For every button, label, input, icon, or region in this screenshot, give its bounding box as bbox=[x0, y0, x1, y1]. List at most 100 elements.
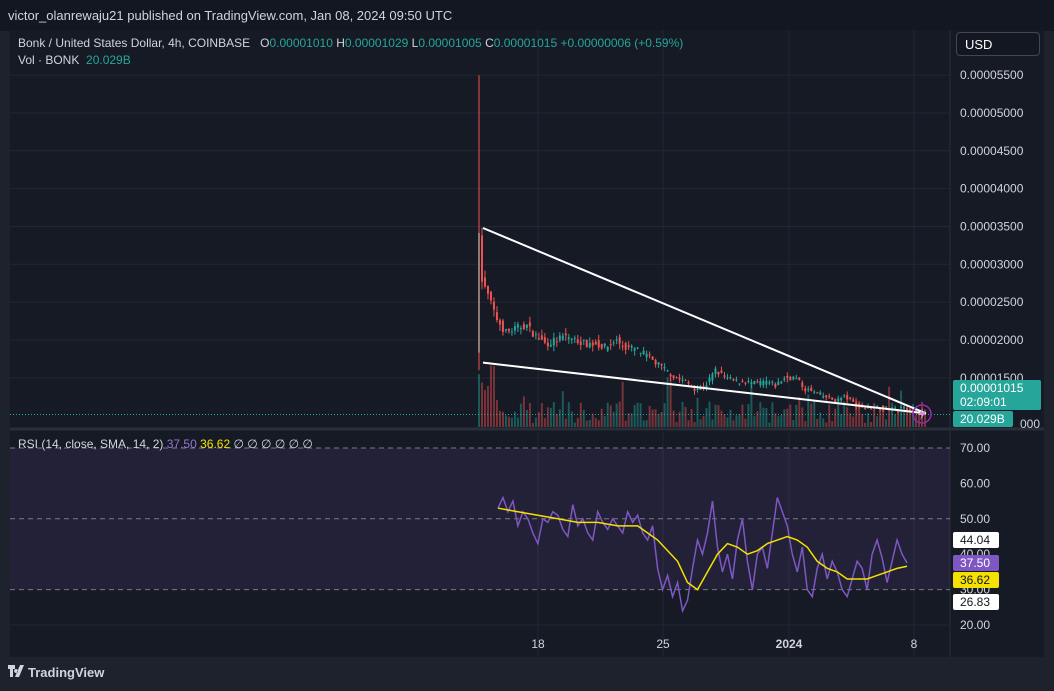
volume-bar bbox=[750, 385, 753, 427]
volume-bar bbox=[525, 409, 528, 427]
volume-bar bbox=[891, 402, 894, 427]
rsi-tick-label: 20.00 bbox=[960, 618, 990, 632]
candle-body bbox=[729, 377, 732, 379]
candle-body bbox=[876, 406, 879, 408]
candle-body bbox=[552, 337, 555, 346]
volume-bar bbox=[642, 420, 645, 427]
volume-bar bbox=[540, 403, 543, 427]
rsi-badge-value: 26.83 bbox=[960, 595, 990, 609]
volume-bar bbox=[753, 416, 756, 427]
volume-bar bbox=[585, 420, 588, 427]
volume-bar bbox=[558, 409, 561, 427]
candle-body bbox=[483, 277, 486, 287]
candle-body bbox=[810, 387, 813, 391]
high-value: 0.00001029 bbox=[344, 36, 409, 50]
candle-body bbox=[603, 343, 606, 347]
volume-bar bbox=[552, 402, 555, 427]
candle-body bbox=[666, 370, 669, 372]
candle-body bbox=[546, 342, 549, 347]
candle-body bbox=[654, 359, 657, 365]
candle-body bbox=[624, 343, 627, 350]
volume-bar bbox=[879, 408, 882, 427]
candle-body bbox=[543, 337, 546, 343]
rsi-tick-label: 70.00 bbox=[960, 441, 990, 455]
price-tick-label: 0.00004000 bbox=[960, 182, 1024, 196]
candle-body bbox=[573, 337, 576, 339]
volume-badge-value: 20.029B bbox=[960, 412, 1005, 426]
symbol-label: Bonk / United States Dollar, 4h, COINBAS… bbox=[18, 36, 251, 50]
candle-body bbox=[738, 383, 741, 385]
candle-body bbox=[777, 381, 780, 386]
header-bar: victor_olanrewaju21 published on Trading… bbox=[0, 0, 1054, 31]
candle-body bbox=[588, 342, 591, 348]
candle-body bbox=[804, 388, 807, 392]
candle-body bbox=[735, 379, 738, 381]
candle-body bbox=[597, 340, 600, 348]
trendline bbox=[482, 361, 927, 415]
candle-body bbox=[681, 379, 684, 381]
volume-bar bbox=[669, 378, 672, 427]
candle-body bbox=[717, 371, 720, 375]
candle-body bbox=[753, 380, 756, 385]
candle-body bbox=[852, 399, 855, 402]
volume-bar bbox=[561, 391, 564, 427]
volume-bar bbox=[747, 403, 750, 427]
candle-body bbox=[762, 380, 765, 386]
candle-body bbox=[837, 398, 840, 402]
volume-bar bbox=[813, 401, 816, 427]
volume-bar bbox=[768, 422, 771, 427]
volume-bar bbox=[657, 414, 660, 427]
candle-body bbox=[765, 380, 768, 385]
volume-bar bbox=[717, 405, 720, 427]
candle-body bbox=[744, 382, 747, 384]
volume-bar bbox=[870, 422, 873, 427]
candle-body bbox=[789, 377, 792, 381]
high-label: H bbox=[336, 36, 345, 50]
volume-bar bbox=[504, 415, 507, 427]
volume-bar bbox=[681, 401, 684, 427]
candle-body bbox=[525, 324, 528, 328]
volume-bar bbox=[849, 413, 852, 427]
rsi-badge bbox=[953, 572, 999, 588]
volume-bar bbox=[621, 381, 624, 427]
volume-bar bbox=[888, 386, 891, 427]
candle-body bbox=[645, 353, 648, 358]
candle-body bbox=[714, 368, 717, 374]
volume-bar bbox=[708, 401, 711, 427]
volume-bar bbox=[777, 416, 780, 427]
price-tick-label: 0.00002000 bbox=[960, 333, 1024, 347]
volume-bar bbox=[537, 412, 540, 427]
candle-body bbox=[621, 346, 624, 348]
candle-body bbox=[894, 407, 897, 409]
volume-bar bbox=[705, 408, 708, 427]
candle-body bbox=[885, 406, 888, 408]
volume-bar bbox=[486, 385, 489, 427]
volume-bar bbox=[816, 418, 819, 427]
volume-bar bbox=[519, 403, 522, 427]
candle-body bbox=[510, 331, 513, 333]
rsi-tick-label: 50.00 bbox=[960, 512, 990, 526]
volume-bar bbox=[528, 403, 531, 427]
candle-body bbox=[768, 382, 771, 384]
volume-bar bbox=[564, 418, 567, 427]
chart-container[interactable] bbox=[10, 30, 1044, 657]
volume-bar bbox=[543, 418, 546, 427]
candle-body bbox=[609, 344, 612, 346]
candle-body bbox=[570, 338, 573, 340]
candle-body bbox=[792, 376, 795, 380]
candle-body bbox=[672, 375, 675, 379]
volume-bar bbox=[861, 413, 864, 427]
rsi-badge bbox=[953, 532, 999, 548]
volume-bar bbox=[639, 403, 642, 427]
volume-bar bbox=[546, 407, 549, 427]
candle-body bbox=[696, 388, 699, 390]
currency-selector[interactable]: USD bbox=[956, 32, 1040, 56]
volume-bar bbox=[510, 417, 513, 427]
candle-body bbox=[507, 329, 510, 332]
volume-bar bbox=[534, 417, 537, 427]
candle-body bbox=[579, 341, 582, 346]
candle-body bbox=[519, 328, 522, 330]
footer-brand[interactable]: TradingView bbox=[8, 665, 104, 680]
candle-body bbox=[774, 383, 777, 387]
